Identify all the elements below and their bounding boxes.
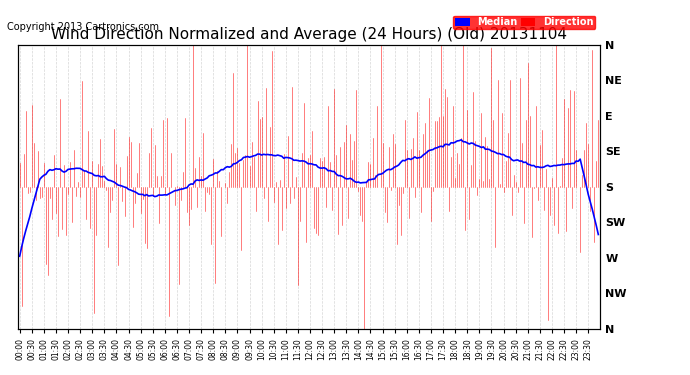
Title: Wind Direction Normalized and Average (24 Hours) (Old) 20131104: Wind Direction Normalized and Average (2… bbox=[51, 27, 567, 42]
Text: Copyright 2013 Cartronics.com: Copyright 2013 Cartronics.com bbox=[7, 22, 159, 32]
Legend: Median, Direction: Median, Direction bbox=[453, 15, 595, 29]
